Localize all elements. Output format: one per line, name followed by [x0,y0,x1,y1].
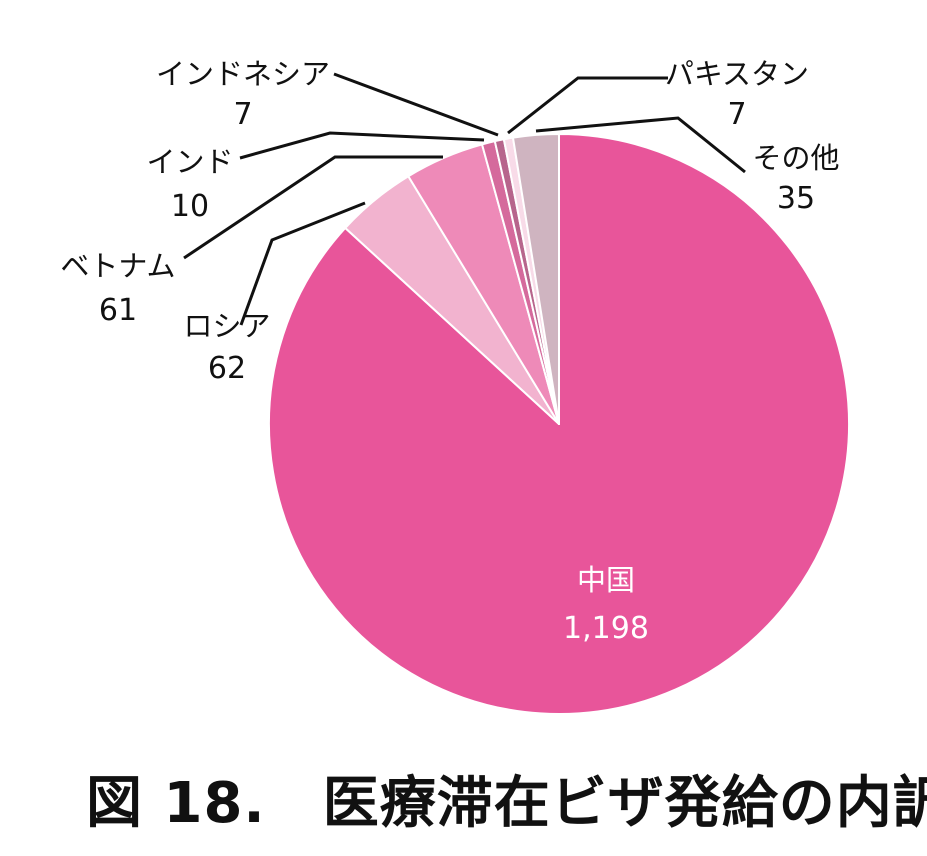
slice-label-pakistan: パキスタン [665,57,809,91]
figure-caption: 図 18. 医療滞在ビザ発給の内訳 [86,771,927,836]
slice-label-vietnam: ベトナム [60,249,175,283]
slice-value-pakistan: 7 [727,97,746,132]
slice-value-india: 10 [171,189,209,224]
slice-label-indonesia: インドネシア [156,57,330,91]
slice-value-other: 35 [777,181,815,216]
leader-line-vietnam [183,155,443,260]
slice-label-other: その他 [752,141,839,175]
leader-line-pakistan [507,76,668,135]
pie-slice-other [511,133,560,425]
leader-line-indonesia [333,72,499,137]
slice-label-india: インド [146,145,233,179]
leader-line-russia [239,201,366,326]
leader-line-india [239,131,485,160]
slice-value-russia: 62 [208,351,246,386]
pie-slice-china [268,133,850,715]
slice-value-china: 1,198 [563,611,649,646]
slice-label-china: 中国 [577,563,635,597]
slice-value-vietnam: 61 [99,293,137,328]
slice-label-russia: ロシア [183,309,270,343]
slice-value-indonesia: 7 [233,97,252,132]
leader-line-other [535,116,746,174]
